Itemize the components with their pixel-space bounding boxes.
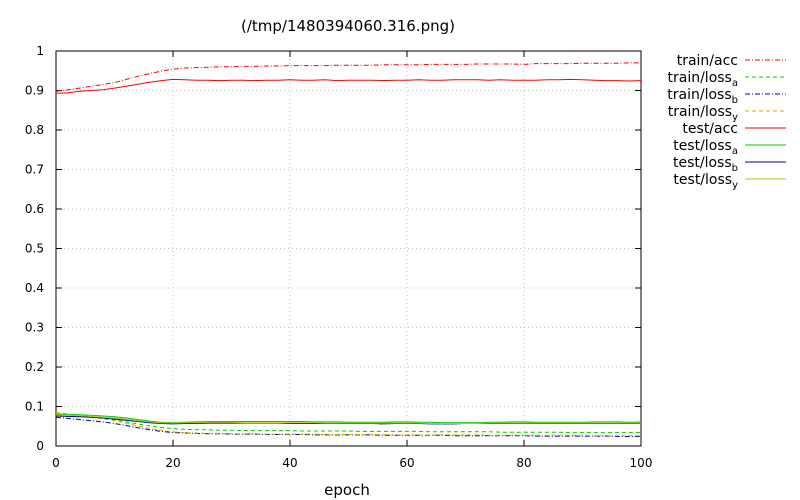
legend-label-train-acc: train/acc — [677, 53, 738, 69]
y-tick-label: 1 — [36, 44, 44, 58]
legend-label-text: train/loss — [668, 70, 732, 86]
legend-label-subscript: a — [732, 146, 738, 157]
legend-label-train-loss-a: train/lossa — [668, 70, 739, 89]
series-lines — [55, 62, 642, 437]
legend-label-subscript: y — [732, 112, 738, 123]
plot-frame — [55, 50, 642, 447]
series-line-test-acc — [55, 78, 642, 94]
grid — [56, 51, 641, 446]
legend-label-test-loss-a: test/lossa — [673, 138, 738, 157]
x-tick-label: 60 — [399, 456, 414, 470]
y-tick-label: 0.1 — [25, 400, 44, 414]
axes — [55, 50, 642, 447]
series-line-test-loss-a — [55, 413, 642, 424]
legend-label-train-loss-b: train/lossb — [667, 87, 738, 106]
legend-label-test-acc: test/acc — [682, 121, 738, 137]
x-axis-label: epoch — [324, 481, 370, 499]
x-tick-label: 0 — [52, 456, 60, 470]
legend-label-train-loss-y: train/lossy — [668, 104, 738, 123]
series-line-test-loss-y — [55, 414, 641, 424]
legend: train/acctrain/lossatrain/lossbtrain/los… — [667, 53, 786, 191]
y-tick-label: 0 — [36, 439, 44, 453]
legend-label-subscript: a — [732, 78, 738, 89]
y-tick-label: 0.2 — [25, 360, 44, 374]
x-tick-label: 100 — [630, 456, 653, 470]
x-tick-label: 20 — [165, 456, 180, 470]
legend-label-text: train/loss — [667, 87, 731, 103]
y-tick-label: 0.7 — [25, 163, 44, 177]
chart-title: (/tmp/1480394060.316.png) — [241, 17, 455, 35]
y-tick-label: 0.9 — [25, 84, 44, 98]
legend-label-text: test/acc — [682, 121, 738, 137]
legend-label-text: train/acc — [677, 53, 738, 69]
legend-label-subscript: y — [732, 180, 738, 191]
y-tick-label: 0.5 — [25, 242, 44, 256]
series-line-train-loss-a — [55, 413, 641, 434]
legend-label-text: test/loss — [673, 138, 732, 154]
y-tick-label: 0.6 — [25, 202, 44, 216]
series-line-train-loss-y — [55, 411, 641, 437]
legend-label-test-loss-y: test/lossy — [673, 172, 738, 191]
y-tick-label: 0.3 — [25, 321, 44, 335]
y-tick-label: 0.8 — [25, 123, 44, 137]
legend-label-subscript: b — [732, 163, 738, 174]
legend-label-text: test/loss — [673, 155, 732, 171]
tick-labels: 0 0.1 0.2 0.3 0.4 0.5 0.6 0.7 0.8 0.9 1 0 20 40 60 80 10… — [25, 44, 653, 470]
series-line-train-acc — [55, 62, 641, 92]
legend-label-text: test/loss — [673, 172, 732, 188]
legend-label-text: train/loss — [668, 104, 732, 120]
y-tick-label: 0.4 — [25, 281, 44, 295]
legend-label-test-loss-b: test/lossb — [673, 155, 738, 174]
legend-label-subscript: b — [732, 95, 738, 106]
x-tick-label: 40 — [282, 456, 297, 470]
x-tick-label: 80 — [516, 456, 531, 470]
